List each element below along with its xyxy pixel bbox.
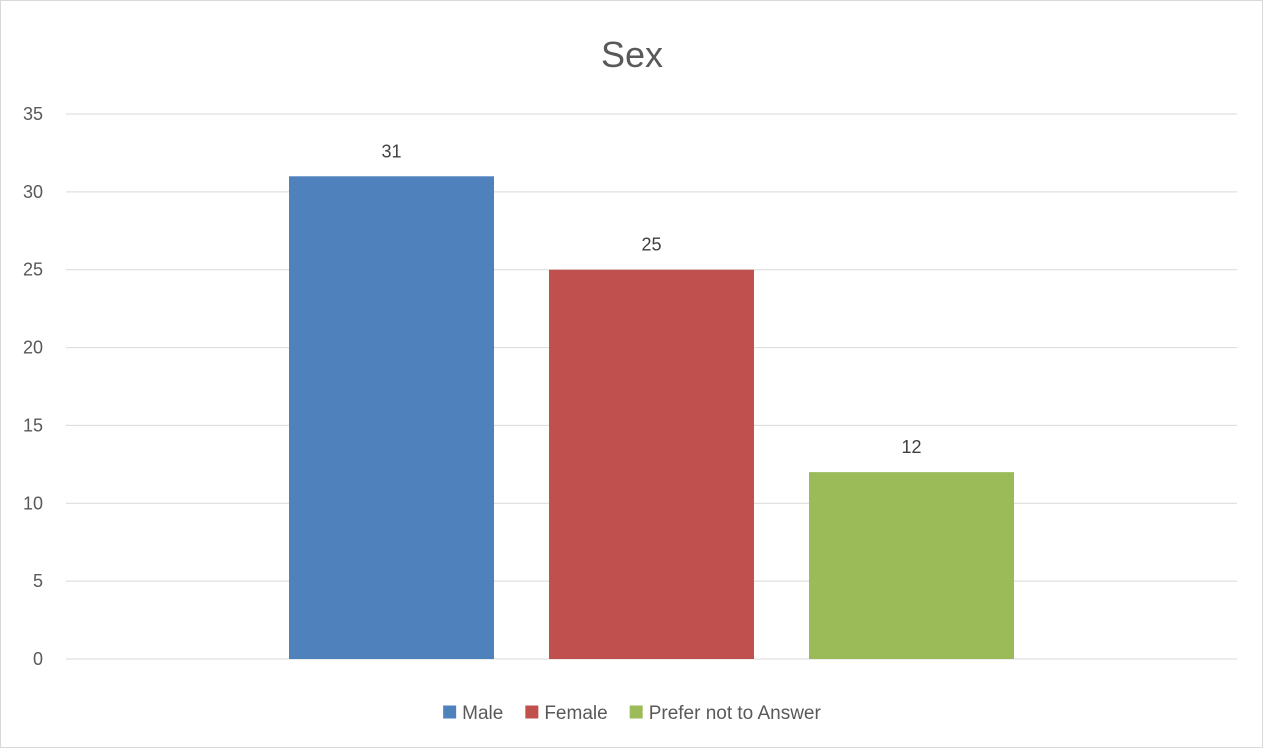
y-tick-label: 5 bbox=[33, 571, 43, 591]
legend-label: Prefer not to Answer bbox=[649, 703, 822, 724]
legend-swatch bbox=[443, 705, 457, 719]
y-tick-label: 35 bbox=[23, 104, 43, 124]
y-axis-ticks: 0 5 10 15 20 25 30 35 bbox=[23, 104, 43, 669]
y-tick-label: 25 bbox=[23, 260, 43, 280]
bars bbox=[289, 176, 1014, 660]
bar-male bbox=[289, 176, 494, 660]
chart-title: Sex bbox=[601, 34, 663, 75]
bar-prefer-not-to-answer bbox=[809, 472, 1014, 659]
y-tick-label: 0 bbox=[33, 649, 43, 669]
y-tick-label: 30 bbox=[23, 182, 43, 202]
legend: Male Female Prefer not to Answer bbox=[443, 703, 822, 724]
legend-label: Male bbox=[462, 703, 503, 724]
data-label: 12 bbox=[901, 437, 921, 457]
bar-female bbox=[549, 269, 754, 659]
y-tick-label: 20 bbox=[23, 338, 43, 358]
legend-swatch bbox=[629, 705, 643, 719]
legend-label: Female bbox=[544, 703, 607, 724]
legend-swatch bbox=[525, 705, 539, 719]
data-label: 31 bbox=[381, 141, 401, 161]
y-tick-label: 10 bbox=[23, 493, 43, 513]
y-tick-label: 15 bbox=[23, 415, 43, 435]
data-label: 25 bbox=[641, 235, 661, 255]
data-labels: 31 25 12 bbox=[381, 141, 921, 457]
